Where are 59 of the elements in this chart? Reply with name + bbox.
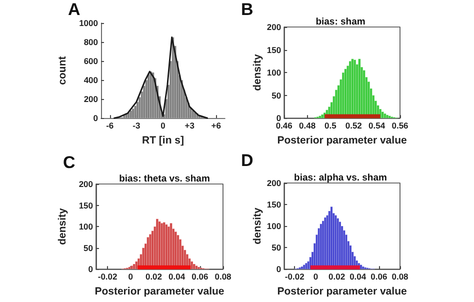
x-tick-label: 0.04	[350, 272, 366, 282]
y-tick-label: 100	[266, 221, 282, 232]
x-axis-title: Posterior parameter value	[94, 286, 224, 298]
x-tick-label: -0.02	[98, 272, 118, 282]
y-tick-label: 0	[276, 113, 282, 124]
y-tick-label: 150	[266, 44, 282, 55]
x-tick-label: 0.08	[214, 272, 232, 282]
y-tick-label: 0	[88, 264, 94, 274]
x-tick-label: -3	[132, 120, 140, 131]
y-tick-label: 50	[272, 242, 282, 253]
x-tick-label: 0	[313, 272, 318, 282]
chart-title: bias: alpha vs. sham	[294, 172, 387, 184]
x-tick-label: +3	[184, 120, 195, 131]
x-tick-label: 0.04	[168, 272, 186, 282]
y-tick-label: 0	[276, 264, 282, 274]
y-tick-label: 150	[78, 200, 94, 210]
y-tick-label: 0	[93, 113, 98, 124]
x-tick-label: +6	[211, 120, 222, 131]
y-tick-label: 200	[78, 179, 94, 189]
x-tick-label: 0.5	[324, 120, 337, 131]
x-tick-label: 0.46	[276, 120, 293, 131]
x-axis-title: Posterior parameter value	[277, 286, 407, 298]
chart-title: bias: theta vs. sham	[119, 174, 210, 184]
x-tick-label: 0.02	[328, 272, 346, 282]
y-tick-label: 400	[84, 75, 98, 86]
y-axis-title: density	[252, 208, 264, 244]
x-tick-label: 0.52	[345, 120, 362, 131]
x-tick-label: 0.08	[392, 272, 409, 282]
x-tick-label: 0	[128, 272, 134, 282]
text: C	[63, 153, 76, 172]
y-tick-label: 200	[266, 178, 282, 188]
y-tick-label: 100	[78, 222, 94, 232]
y-tick-label: 200	[84, 94, 98, 104]
x-tick-label: -6	[106, 120, 114, 131]
y-axis-title: density	[56, 208, 68, 245]
y-tick-label: 1000	[79, 18, 98, 28]
text: B	[241, 0, 254, 19]
x-tick-label: 0	[160, 120, 166, 131]
x-axis-title: RT [in s]	[142, 134, 184, 146]
x-tick-label: 0.54	[368, 120, 386, 131]
y-tick-label: 50	[84, 242, 94, 253]
y-tick-label: 200	[266, 22, 282, 32]
chart-title: bias: sham	[316, 16, 366, 28]
x-tick-label: 0.56	[392, 120, 409, 131]
x-axis-title: Posterior parameter value	[277, 134, 407, 146]
y-axis-title: count	[56, 56, 69, 85]
y-tick-label: 600	[84, 56, 98, 66]
y-tick-label: 100	[266, 68, 282, 78]
x-tick-label: 0.48	[298, 120, 316, 131]
x-tick-label: 0.02	[145, 272, 162, 282]
y-tick-label: 50	[272, 90, 282, 100]
text: D	[241, 151, 254, 170]
y-tick-label: 150	[266, 200, 282, 210]
text: A	[68, 0, 80, 19]
x-tick-label: 0.06	[192, 272, 208, 282]
y-axis-title: density	[252, 54, 264, 91]
y-tick-label: 800	[84, 37, 98, 48]
x-tick-label: -0.02	[284, 272, 305, 282]
x-tick-label: 0.06	[370, 272, 388, 282]
